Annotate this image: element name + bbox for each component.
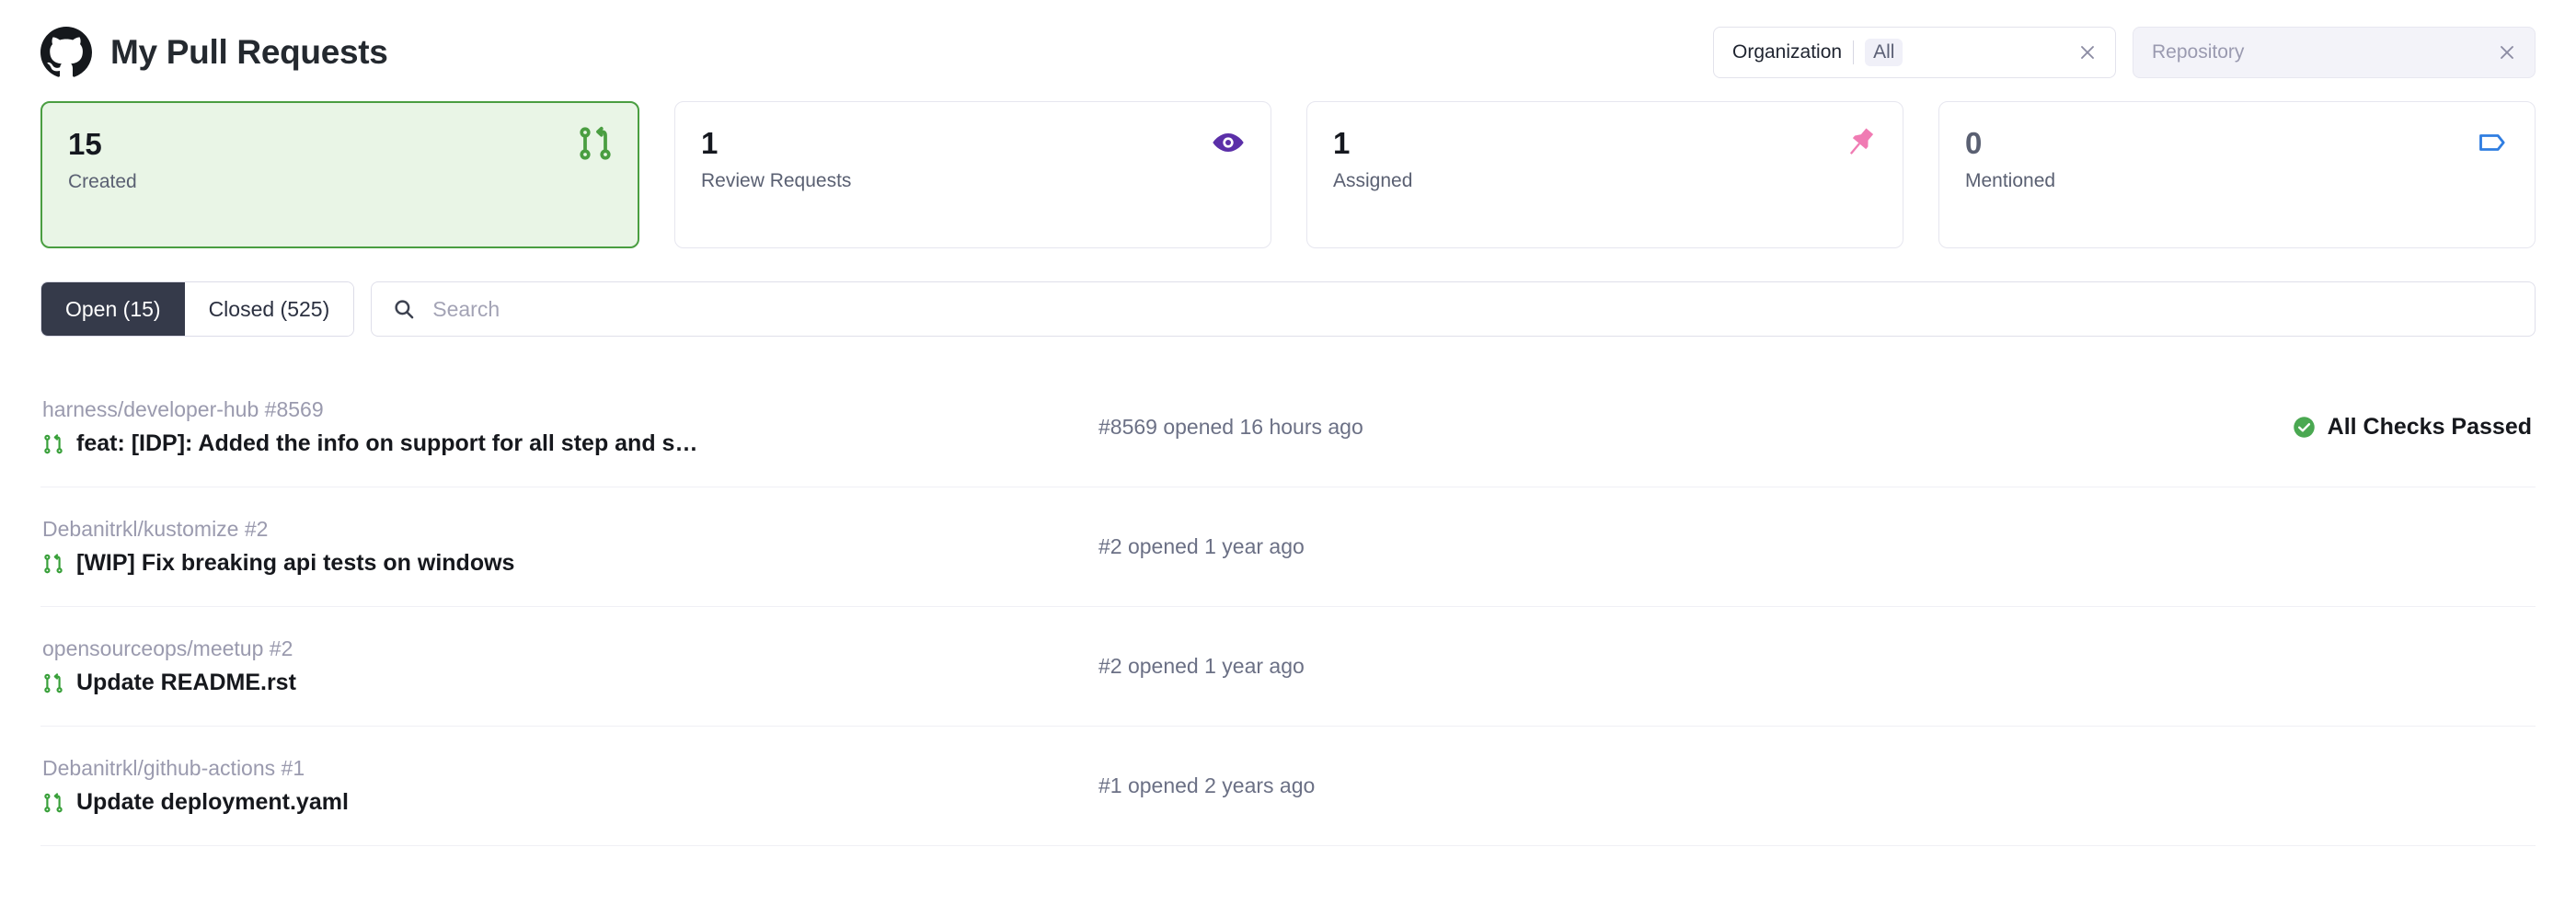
stat-card-review-requests-value: 1 bbox=[701, 126, 719, 160]
git-pull-request-icon bbox=[42, 553, 64, 575]
git-pull-request-icon bbox=[42, 792, 64, 814]
table-row[interactable]: Debanitrkl/github-actions #1 Update depl… bbox=[40, 727, 2536, 846]
pull-request-repo: Debanitrkl/kustomize #2 bbox=[42, 517, 269, 541]
stat-cards: 15 Created 1 Review Requests bbox=[40, 101, 2536, 248]
pull-request-meta: #1 opened 2 years ago bbox=[1098, 773, 1316, 797]
pull-request-title[interactable]: Update deployment.yaml bbox=[76, 789, 349, 815]
search-input[interactable]: Search bbox=[371, 281, 2536, 337]
stat-card-review-requests-label: Review Requests bbox=[701, 169, 852, 191]
pull-request-meta: #8569 opened 16 hours ago bbox=[1098, 415, 1363, 439]
stat-card-assigned-label: Assigned bbox=[1333, 169, 1413, 191]
search-placeholder: Search bbox=[432, 296, 500, 321]
stat-card-review-requests[interactable]: 1 Review Requests bbox=[674, 101, 1271, 248]
git-pull-request-icon bbox=[577, 125, 614, 162]
pull-request-list: harness/developer-hub #8569 feat: [IDP]:… bbox=[40, 368, 2536, 846]
stat-card-created[interactable]: 15 Created bbox=[40, 101, 639, 248]
table-row[interactable]: opensourceops/meetup #2 Update README.rs… bbox=[40, 607, 2536, 727]
tab-open[interactable]: Open (15) bbox=[41, 282, 185, 336]
organization-filter-label: Organization bbox=[1732, 41, 1843, 63]
status-badge: All Checks Passed bbox=[2184, 414, 2534, 441]
pull-request-title[interactable]: feat: [IDP]: Added the info on support f… bbox=[76, 430, 698, 456]
pushpin-icon bbox=[1842, 124, 1879, 161]
github-logo-icon bbox=[40, 27, 92, 78]
pull-request-title-line: Update README.rst bbox=[42, 670, 1073, 696]
organization-filter-value: All bbox=[1865, 39, 1903, 66]
eye-icon bbox=[1210, 124, 1247, 161]
stat-card-mentioned-label: Mentioned bbox=[1965, 169, 2056, 191]
stat-card-mentioned-value: 0 bbox=[1965, 126, 1983, 160]
pull-request-title[interactable]: [WIP] Fix breaking api tests on windows bbox=[76, 550, 515, 576]
organization-filter[interactable]: Organization All bbox=[1713, 27, 2116, 78]
pull-request-info: opensourceops/meetup #2 Update README.rs… bbox=[42, 636, 1073, 696]
stat-card-created-value: 15 bbox=[68, 127, 102, 161]
title-group: My Pull Requests bbox=[40, 27, 388, 78]
filter-group: Organization All Repository bbox=[1713, 27, 2536, 78]
pull-request-title[interactable]: Update README.rst bbox=[76, 670, 296, 695]
pull-request-repo: opensourceops/meetup #2 bbox=[42, 636, 293, 660]
pull-request-title-line: [WIP] Fix breaking api tests on windows bbox=[42, 550, 1073, 577]
page-header: My Pull Requests Organization All Reposi… bbox=[40, 0, 2536, 88]
repository-clear-icon[interactable] bbox=[2496, 41, 2518, 63]
repository-filter-placeholder: Repository bbox=[2152, 41, 2245, 63]
table-row[interactable]: Debanitrkl/kustomize #2 [WIP] Fix breaki… bbox=[40, 487, 2536, 607]
pull-request-meta: #2 opened 1 year ago bbox=[1098, 654, 1305, 678]
git-pull-request-icon bbox=[42, 672, 64, 694]
status-text: All Checks Passed bbox=[2327, 414, 2532, 440]
filter-divider bbox=[1853, 40, 1855, 64]
pull-request-title-line: Update deployment.yaml bbox=[42, 789, 1073, 816]
search-icon bbox=[392, 297, 416, 321]
check-circle-icon bbox=[2292, 415, 2317, 440]
repository-filter[interactable]: Repository bbox=[2133, 27, 2536, 78]
stat-card-created-label: Created bbox=[68, 170, 137, 192]
pull-request-info: Debanitrkl/github-actions #1 Update depl… bbox=[42, 756, 1073, 816]
pull-request-meta: #2 opened 1 year ago bbox=[1098, 534, 1305, 558]
organization-clear-icon[interactable] bbox=[2076, 41, 2099, 63]
pull-request-info: Debanitrkl/kustomize #2 [WIP] Fix breaki… bbox=[42, 517, 1073, 577]
git-pull-request-icon bbox=[42, 433, 64, 455]
tab-closed[interactable]: Closed (525) bbox=[184, 282, 354, 336]
pull-request-info: harness/developer-hub #8569 feat: [IDP]:… bbox=[42, 397, 1073, 457]
pull-request-repo: Debanitrkl/github-actions #1 bbox=[42, 756, 305, 780]
pull-request-title-line: feat: [IDP]: Added the info on support f… bbox=[42, 430, 1073, 457]
stat-card-assigned-value: 1 bbox=[1333, 126, 1351, 160]
table-row[interactable]: harness/developer-hub #8569 feat: [IDP]:… bbox=[40, 368, 2536, 487]
stat-card-mentioned[interactable]: 0 Mentioned bbox=[1938, 101, 2536, 248]
tag-icon bbox=[2474, 124, 2511, 161]
state-tabs: Open (15) Closed (525) bbox=[40, 281, 355, 337]
page-title: My Pull Requests bbox=[110, 33, 388, 71]
stat-card-assigned[interactable]: 1 Assigned bbox=[1306, 101, 1903, 248]
pull-request-repo: harness/developer-hub #8569 bbox=[42, 397, 324, 421]
list-toolbar: Open (15) Closed (525) Search bbox=[40, 281, 2536, 337]
